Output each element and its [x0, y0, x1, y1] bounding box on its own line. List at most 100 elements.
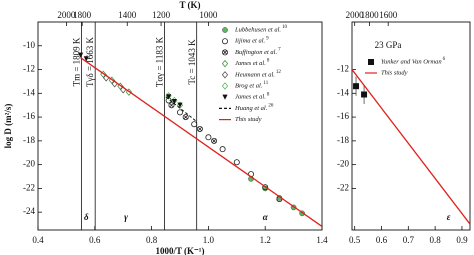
legend-label: Heumann et al. [234, 71, 275, 78]
boundary-label: Tc = 1043 K [187, 39, 197, 85]
series-line [80, 57, 322, 227]
legend-label: James et al. [235, 94, 266, 101]
legend-swatch [368, 59, 374, 65]
data-point [182, 114, 189, 121]
y-tick-label: -16 [337, 111, 349, 121]
top-tick-label: 1800 [73, 10, 92, 20]
legend-ref: 10 [282, 25, 288, 30]
data-point [262, 184, 269, 191]
plot-frame [37, 21, 323, 231]
top-tick-label: 1800 [361, 10, 380, 20]
legend-swatch [222, 49, 229, 56]
top-tick-label: 1200 [152, 10, 171, 20]
x-tick-label: 0.6 [89, 235, 101, 245]
data-point [205, 134, 212, 141]
data-point [125, 88, 133, 96]
x-axis-label: 1000/T (K⁻¹) [155, 246, 204, 255]
y-tick-label: -18 [337, 135, 349, 145]
top-axis-label: T (K) [179, 0, 200, 10]
legend-ref: 11 [263, 81, 268, 86]
x-tick-label: 0.8 [146, 235, 158, 245]
data-point [117, 82, 124, 90]
data-point [108, 76, 115, 84]
series-line [352, 69, 470, 225]
legend-ref: 9 [266, 36, 269, 41]
legend-label: James et al. [235, 60, 266, 67]
top-tick-label: 1600 [379, 10, 398, 20]
boundary-label: Tm = 1809 K [71, 37, 81, 86]
legend-swatch [221, 59, 229, 68]
legend-label: Iijima et al. [234, 38, 266, 45]
y-tick-label: -12 [337, 64, 349, 74]
y-tick-label: -16 [23, 111, 35, 121]
legend-ref: 8 [267, 59, 270, 64]
data-point [176, 109, 183, 116]
data-point [219, 146, 226, 153]
data-point [166, 94, 172, 100]
legend-swatch [221, 38, 228, 45]
y-tick-label: -14 [23, 87, 35, 97]
x-tick-label: 0.4 [32, 235, 44, 245]
phase-label: δ [84, 212, 89, 222]
annotation: 23 GPa [375, 40, 402, 50]
y-tick-label: -22 [337, 182, 349, 192]
legend-swatch [222, 27, 228, 33]
boundary-label: Tαγ = 1183 K [155, 36, 165, 87]
data-point [168, 102, 175, 109]
x-tick-label: 0.9 [456, 235, 468, 245]
boundary-label: Tγδ = 1663 K [85, 36, 95, 87]
data-point [361, 91, 368, 98]
top-tick-label: 2000 [57, 10, 76, 20]
x-tick-label: 0.6 [376, 235, 388, 245]
x-tick-label: 0.7 [403, 235, 415, 245]
y-tick-label: -22 [23, 182, 35, 192]
data-point [171, 99, 177, 105]
legend-label: Yunker and Van Orman [381, 58, 442, 65]
x-tick-label: 1.4 [316, 235, 328, 245]
data-point [100, 70, 107, 79]
y-tick-label: -14 [337, 87, 349, 97]
legend-label: Lubbehusen et al. [234, 26, 281, 33]
data-point [196, 126, 203, 132]
phase-label: ε [447, 212, 451, 222]
top-tick-label: 2000 [346, 10, 365, 20]
top-tick-label: 1000 [199, 10, 218, 20]
legend-ref: 8 [267, 92, 270, 97]
y-axis-label: log D (m²/s) [3, 104, 13, 149]
y-tick-label: -20 [337, 159, 349, 169]
data-point [78, 52, 84, 58]
y-tick-label: -18 [23, 135, 35, 145]
legend-swatch [222, 94, 228, 100]
data-point [353, 83, 360, 90]
x-tick-label: 0.5 [349, 235, 361, 245]
legend-ref: 26 [268, 104, 274, 109]
series-line [165, 96, 198, 123]
legend-swatch [221, 82, 229, 90]
phase-label: α [263, 212, 269, 222]
legend-label: Brog et al. [235, 82, 263, 89]
y-tick-label: -24 [23, 206, 35, 216]
data-point [191, 121, 198, 128]
y-tick-label: -20 [23, 159, 35, 169]
data-point [177, 102, 183, 108]
data-point [83, 56, 89, 62]
legend-label: Huang et al. [234, 105, 268, 112]
data-point [211, 137, 218, 144]
legend-ref: 7 [278, 48, 281, 53]
legend-label: This study [381, 69, 408, 76]
legend-label: This study [235, 116, 262, 123]
y-tick-label: -10 [23, 40, 35, 50]
legend-label: Buffington et al. [235, 49, 277, 56]
plot-frame [351, 21, 471, 231]
legend-swatch [221, 71, 229, 79]
legend-ref: 6 [443, 57, 446, 62]
data-point [233, 159, 240, 166]
top-tick-label: 1400 [118, 10, 137, 20]
x-tick-label: 1.2 [260, 235, 271, 245]
legend-ref: 12 [276, 70, 282, 75]
y-tick-label: -12 [23, 64, 35, 74]
x-tick-label: 1.0 [203, 235, 215, 245]
phase-label: γ [124, 212, 128, 222]
x-tick-label: 0.8 [430, 235, 442, 245]
